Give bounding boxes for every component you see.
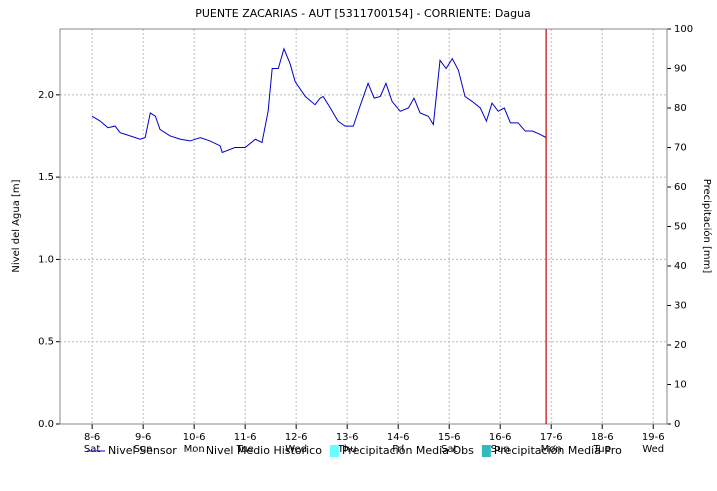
- x-tick-weekday: Fri: [392, 444, 404, 455]
- x-tick-weekday: Sat: [84, 444, 100, 455]
- x-tick-weekday: Wed: [642, 444, 664, 455]
- x-tick-label: 17-6: [540, 432, 563, 443]
- x-tick-weekday: Sat: [441, 444, 457, 455]
- x-tick-label: 19-6: [642, 432, 665, 443]
- x-tick-weekday: Sun: [134, 444, 153, 455]
- x-tick-label: 13-6: [336, 432, 359, 443]
- plot-frame: [59, 28, 668, 425]
- x-tick-label: 10-6: [183, 432, 206, 443]
- x-tick-weekday: Sun: [491, 444, 510, 455]
- y2-tick-label: 30: [674, 301, 687, 312]
- x-tick-label: 12-6: [285, 432, 308, 443]
- data-line: [91, 47, 547, 154]
- x-tick-label: 16-6: [489, 432, 512, 443]
- x-tick-weekday: Tue: [593, 444, 611, 455]
- x-tick-label: 11-6: [234, 432, 257, 443]
- legend-swatch: [481, 445, 491, 457]
- x-tick-label: 15-6: [438, 432, 461, 443]
- y2-tick-label: 0: [674, 419, 680, 430]
- y2-tick-label: 60: [674, 182, 687, 193]
- y2-tick-label: 10: [674, 380, 687, 391]
- y2-tick-label: 40: [674, 261, 687, 272]
- legend-label: Precipitación Media Obs: [342, 444, 474, 457]
- legend-label: Precipitación Media Pro: [494, 444, 622, 457]
- y2-tick-label: 90: [674, 64, 687, 75]
- y-tick-label: 2.0: [38, 90, 54, 101]
- x-tick-label: 9-6: [135, 432, 151, 443]
- y2-axis-label: Precipitación [mm]: [701, 179, 713, 274]
- legend-label: Nivel Medio Historico: [206, 444, 322, 457]
- x-tick-weekday: Thu: [337, 444, 357, 455]
- y2-tick-label: 80: [674, 103, 687, 114]
- legend-label: Nivel Sensor: [108, 444, 177, 457]
- y-tick-label: 1.5: [38, 172, 54, 183]
- y2-tick-label: 70: [674, 143, 687, 154]
- x-tick-weekday: Mon: [184, 444, 205, 455]
- y2-tick-label: 20: [674, 340, 687, 351]
- legend-swatch: [329, 445, 339, 457]
- y-tick-label: 0.0: [38, 419, 54, 430]
- y-tick-label: 0.5: [38, 337, 54, 348]
- x-tick-label: 8-6: [84, 432, 100, 443]
- x-tick-weekday: Mon: [541, 444, 562, 455]
- y-axis-label: Nivel del Agua [m]: [11, 179, 22, 272]
- x-tick-weekday: Wed: [285, 444, 307, 455]
- chart-title: PUENTE ZACARIAS - AUT [5311700154] - COR…: [195, 7, 531, 20]
- y2-tick-label: 100: [674, 24, 693, 35]
- y-tick-label: 1.0: [38, 254, 54, 265]
- x-tick-label: 14-6: [387, 432, 410, 443]
- y2-tick-label: 50: [674, 222, 687, 233]
- x-tick-label: 18-6: [591, 432, 614, 443]
- x-tick-weekday: Tue: [236, 444, 254, 455]
